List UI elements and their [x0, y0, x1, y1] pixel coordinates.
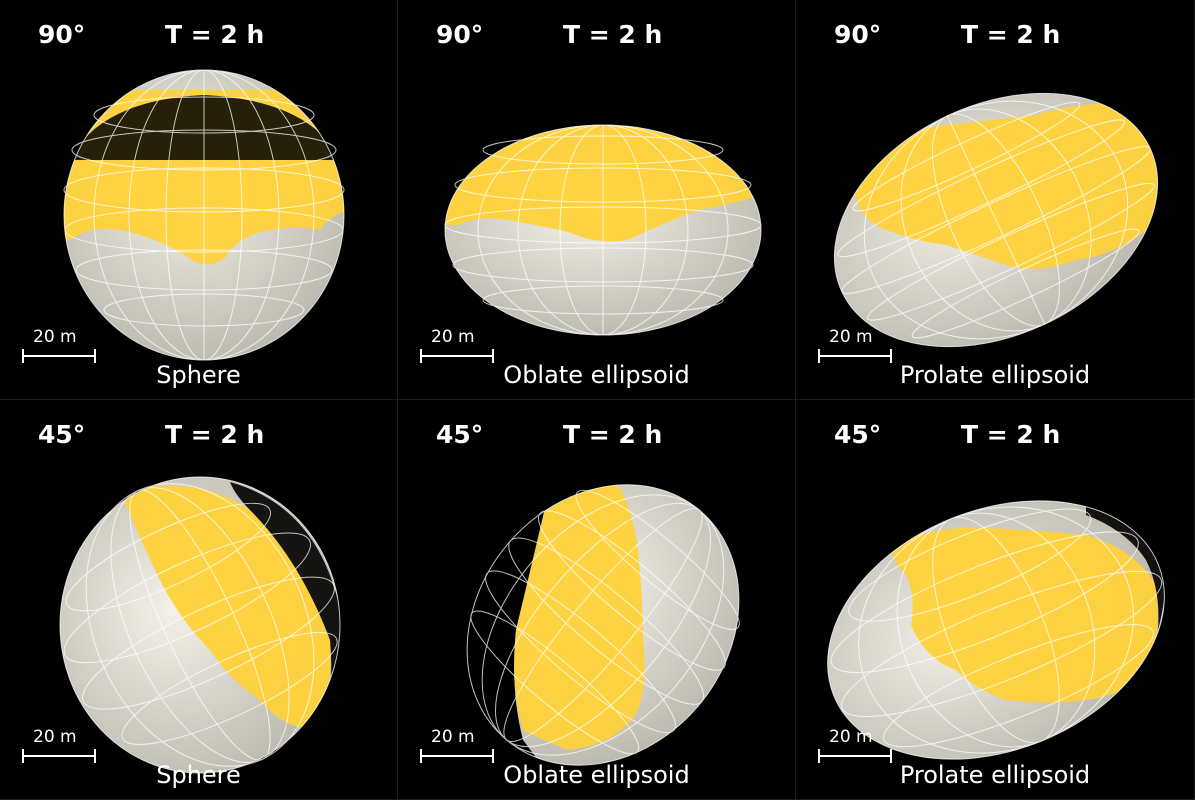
scale-bar [420, 749, 494, 763]
scale-label: 20 m [431, 327, 475, 347]
panel-prolate-90: 90° T = 2 h 20 m Prolate ellipsoid [796, 0, 1195, 400]
scale-bar [22, 349, 96, 363]
shape-label-text: Prolate ellipsoid [899, 761, 1091, 789]
shape-label-text: Prolate ellipsoid [899, 361, 1091, 389]
panel-prolate-45: 45° T = 2 h 20 m Prolate ellipsoid [796, 400, 1195, 800]
panel-sphere-90: 90° T = 2 h 20 m Sphere [0, 0, 398, 400]
scale-label: 20 m [829, 727, 873, 747]
prolate-body-render [827, 495, 1168, 760]
rotation-period: T = 2 h [961, 420, 1061, 449]
prolate-body-render [833, 92, 1166, 348]
scale-bar [22, 749, 96, 763]
shape-label: Sphere [0, 761, 397, 789]
oblate-body-render [438, 484, 740, 766]
rotation-period: T = 2 h [165, 20, 265, 49]
shape-label-text: Sphere [156, 761, 241, 789]
shape-label-text: Oblate ellipsoid [503, 361, 690, 389]
shape-label: Prolate ellipsoid [796, 361, 1194, 389]
scale-label: 20 m [829, 327, 873, 347]
scale-label: 20 m [33, 727, 77, 747]
oblate-body-render [444, 124, 762, 336]
inclination-angle: 90° [834, 20, 882, 49]
inclination-angle: 90° [436, 20, 484, 49]
rotation-period: T = 2 h [165, 420, 265, 449]
shape-label-text: Oblate ellipsoid [503, 761, 690, 789]
shape-label: Sphere [0, 361, 397, 389]
scale-label: 20 m [431, 727, 475, 747]
inclination-angle: 45° [834, 420, 882, 449]
shape-label: Oblate ellipsoid [398, 761, 795, 789]
panel-sphere-45: 45° T = 2 h 20 m Sphere [0, 400, 398, 800]
sphere-body-render [63, 69, 345, 361]
inclination-angle: 45° [38, 420, 86, 449]
rotation-period: T = 2 h [563, 420, 663, 449]
rotation-period: T = 2 h [563, 20, 663, 49]
inclination-angle: 90° [38, 20, 86, 49]
scale-bar [818, 349, 892, 363]
panel-oblate-45: 45° T = 2 h 20 m Oblate ellipsoid [398, 400, 796, 800]
inclination-angle: 45° [436, 420, 484, 449]
sphere-body-render [59, 476, 341, 774]
shape-label-text: Sphere [156, 361, 241, 389]
rotation-period: T = 2 h [961, 20, 1061, 49]
scale-bar [420, 349, 494, 363]
scale-label: 20 m [33, 327, 77, 347]
shape-label: Prolate ellipsoid [796, 761, 1194, 789]
panel-oblate-90: 90° T = 2 h 20 m Oblate ellipsoid [398, 0, 796, 400]
scale-bar [818, 749, 892, 763]
shape-label: Oblate ellipsoid [398, 361, 795, 389]
